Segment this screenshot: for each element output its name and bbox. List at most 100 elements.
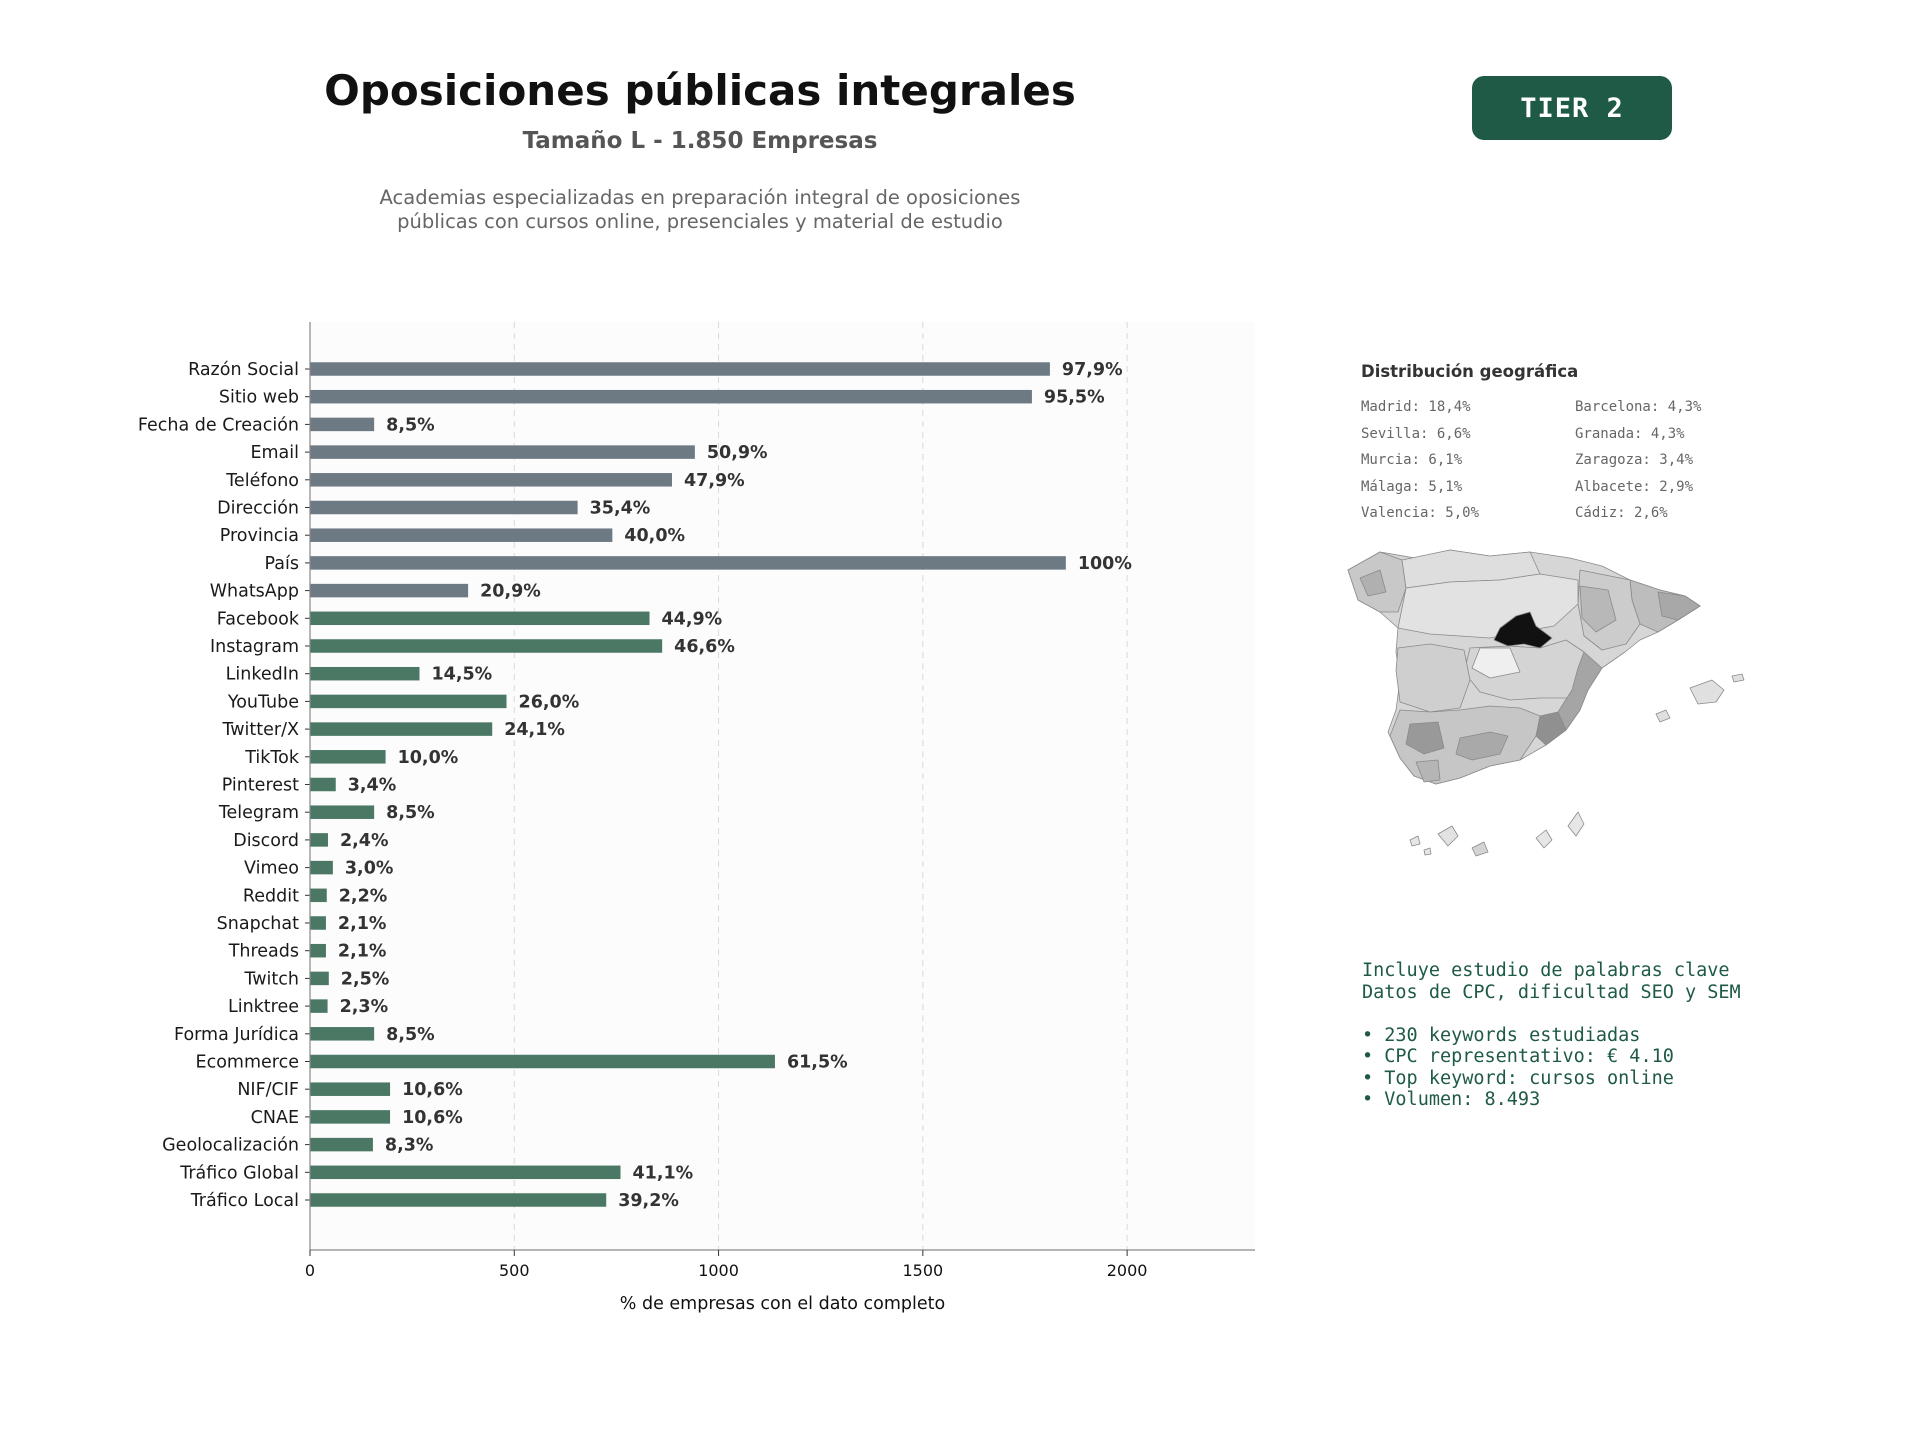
bar (310, 1165, 621, 1180)
data-label: 8,5% (386, 803, 435, 823)
bar (310, 1110, 391, 1124)
category-label: Fecha de Creación (138, 415, 299, 435)
map-balearic-islands (1731, 673, 1745, 683)
map-balearic-islands (1655, 709, 1671, 723)
category-label: Discord (233, 831, 299, 851)
x-tick-label: 2000 (1107, 1261, 1148, 1280)
map-canary-islands (1535, 829, 1553, 849)
category-label: Tráfico Local (190, 1191, 299, 1211)
data-label: 10,0% (398, 748, 459, 768)
data-label: 2,1% (338, 942, 387, 962)
bar (310, 639, 663, 653)
description-line: Academias especializadas en preparación … (379, 186, 1021, 209)
data-label: 39,2% (618, 1191, 679, 1211)
keywords-panel: Incluye estudio de palabras clave Datos … (1362, 960, 1741, 1111)
data-label: 44,9% (662, 609, 723, 629)
data-label: 46,6% (674, 637, 735, 657)
bar (310, 999, 328, 1013)
category-label: Vimeo (244, 859, 299, 879)
category-label: NIF/CIF (237, 1080, 299, 1100)
category-label: Provincia (220, 526, 299, 546)
bar-chart: Razón Social 97,9% Sitio web 95,5% Fecha de … (138, 322, 1255, 1314)
category-label: CNAE (251, 1108, 299, 1128)
tier-badge: TIER 2 (1472, 76, 1672, 140)
data-label: 47,9% (684, 471, 745, 491)
category-label: YouTube (227, 692, 299, 712)
bar (310, 750, 386, 764)
bar (310, 888, 327, 903)
keywords-bullet: • Volumen: 8.493 (1362, 1089, 1541, 1110)
map-region-barcelona (1657, 591, 1701, 621)
data-label: 8,5% (386, 1025, 435, 1045)
x-axis-label: % de empresas con el dato completo (620, 1294, 945, 1314)
map-canary-islands (1423, 847, 1432, 856)
page-title: Oposiciones públicas integrales (324, 66, 1076, 115)
category-label: Instagram (210, 637, 299, 657)
keywords-bullet: • 230 keywords estudiadas (1362, 1024, 1641, 1046)
geo-distribution-list: Madrid: 18,4% Barcelona: 4,3% Sevilla: 6… (1361, 398, 1701, 524)
category-label: Tráfico Global (179, 1163, 299, 1183)
category-label: Telegram (218, 803, 299, 823)
map-canary-islands (1437, 825, 1459, 847)
geo-item: Madrid: 18,4% (1361, 399, 1471, 415)
bar (310, 583, 469, 598)
x-tick-label: 1000 (698, 1261, 739, 1280)
data-label: 3,4% (348, 776, 397, 796)
data-label: 2,4% (340, 831, 389, 851)
map-region-granada (1455, 731, 1509, 761)
data-label: 20,9% (480, 582, 541, 602)
map-region-cadiz (1415, 759, 1441, 783)
bar (310, 666, 420, 681)
geo-item: Murcia: 6,1% (1361, 452, 1463, 468)
bar (310, 805, 375, 819)
bar (310, 833, 328, 847)
category-label: Twitter/X (221, 720, 299, 740)
data-label: 2,1% (338, 914, 387, 934)
page-subtitle: Tamaño L - 1.850 Empresas (522, 128, 878, 154)
category-label: Ecommerce (196, 1053, 299, 1073)
bar (310, 362, 1050, 376)
bar (310, 943, 326, 958)
bar (310, 1082, 391, 1096)
bar (310, 556, 1066, 570)
data-label: 95,5% (1044, 388, 1105, 408)
geo-title: Distribución geográfica (1361, 362, 1579, 381)
keywords-bullet: • Top keyword: cursos online (1362, 1067, 1674, 1089)
data-label: 14,5% (431, 665, 492, 685)
category-label: Razón Social (188, 360, 299, 380)
category-label: Linktree (228, 997, 299, 1017)
description: Academias especializadas en preparación … (0, 186, 1400, 234)
keywords-line: Incluye estudio de palabras clave (1362, 960, 1730, 981)
category-label: Snapchat (217, 914, 299, 934)
geo-item: Albacete: 2,9% (1575, 478, 1694, 495)
category-label: Geolocalización (162, 1136, 299, 1156)
map-balearic-islands (1689, 679, 1725, 705)
data-label: 26,0% (519, 692, 580, 712)
category-label: Email (250, 443, 299, 463)
category-label: Threads (228, 942, 299, 962)
keywords-line: Datos de CPC, dificultad SEO y SEM (1362, 981, 1741, 1003)
category-label: Sitio web (219, 388, 299, 408)
data-label: 40,0% (624, 526, 685, 546)
map-region-toledo (1471, 647, 1521, 679)
data-label: 61,5% (787, 1053, 848, 1073)
bar (310, 971, 329, 986)
x-tick-label: 0 (305, 1261, 315, 1280)
bar (310, 1137, 373, 1152)
category-label: Teléfono (225, 471, 299, 491)
data-label: 3,0% (345, 859, 394, 879)
data-label: 8,3% (385, 1136, 434, 1156)
category-label: LinkedIn (226, 665, 299, 685)
x-tick-label: 500 (499, 1261, 530, 1280)
bar (310, 694, 507, 709)
bar (310, 916, 326, 930)
bar (310, 611, 650, 626)
map-region-lugo (1359, 569, 1387, 597)
bar (310, 528, 613, 542)
category-label: Reddit (243, 886, 299, 906)
map-canary-islands (1567, 811, 1585, 837)
keywords-bullet: • CPC representativo: € 4.10 (1362, 1046, 1674, 1067)
bar (310, 722, 493, 736)
category-label: Forma Jurídica (174, 1025, 299, 1045)
geo-item: Zaragoza: 3,4% (1575, 452, 1694, 468)
